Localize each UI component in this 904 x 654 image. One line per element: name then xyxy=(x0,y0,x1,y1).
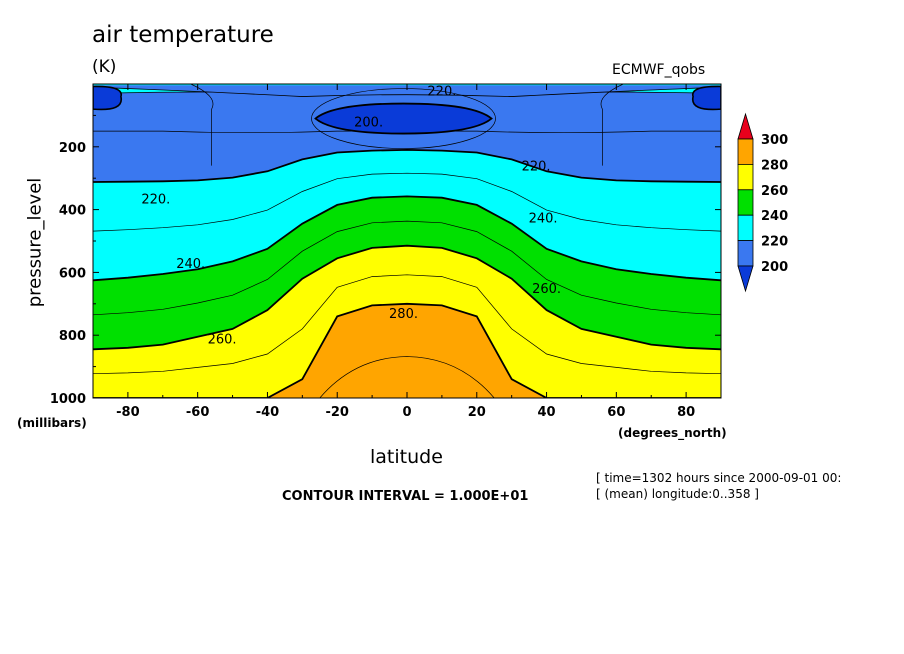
contour-line-minor xyxy=(311,88,496,149)
colorbar-segment xyxy=(737,163,754,191)
y-axis-units: (millibars) xyxy=(17,416,87,430)
longitude-metadata: [ (mean) longitude:0..358 ] xyxy=(596,487,759,501)
cold-cell-north xyxy=(691,85,721,111)
contour-line-240 xyxy=(93,195,721,282)
contour-line-minor xyxy=(93,274,721,375)
contour-label: 260. xyxy=(208,332,237,347)
colorbar-segment xyxy=(737,214,754,241)
y-tick-label: 1000 xyxy=(50,392,86,407)
chart-units: (K) xyxy=(92,57,117,77)
contour-label: 220. xyxy=(141,193,170,208)
colorbar-label: 260 xyxy=(761,184,788,199)
cold-cell-tropical xyxy=(314,102,493,135)
x-tick-label: -80 xyxy=(116,405,140,420)
contour-line-220 xyxy=(93,148,721,183)
contour-line-minor xyxy=(190,84,214,166)
data-source-label: ECMWF_qobs xyxy=(612,62,706,78)
axes: -80 -60 -40 -20 0 20 40 60 80 200 400 600 800 1000 xyxy=(50,83,722,420)
colorbar-segment xyxy=(737,138,754,165)
contour-label: 220. xyxy=(427,84,456,99)
colorbar: 300 280 260 240 220 200 xyxy=(737,112,788,293)
colorbar-max-arrow xyxy=(737,112,754,140)
band-280 xyxy=(93,303,721,398)
x-tick-label: -40 xyxy=(256,405,280,420)
contour-label: 260. xyxy=(532,282,561,297)
x-axis-units: (degrees_north) xyxy=(618,426,727,440)
contour-line-minor xyxy=(93,220,721,316)
cold-cell-south xyxy=(93,85,123,111)
x-tick-label: 20 xyxy=(468,405,486,420)
y-tick-label: 400 xyxy=(59,204,86,219)
colorbar-label: 200 xyxy=(761,260,788,275)
time-metadata: [ time=1302 hours since 2000-09-01 00: xyxy=(596,471,842,485)
colorbar-label: 300 xyxy=(761,133,788,148)
contour-label: 280. xyxy=(389,307,418,322)
plot-area xyxy=(93,84,721,398)
contour-overlays: 220. 200. 220. 220. 240. 240. 260. 280. 260. xyxy=(141,84,561,347)
x-tick-label: 80 xyxy=(677,405,695,420)
x-tick-label: -60 xyxy=(186,405,210,420)
colorbar-segment xyxy=(737,189,754,216)
colorbar-segment xyxy=(737,240,754,267)
contour-line-minor xyxy=(319,356,495,398)
contour-line-minor xyxy=(600,84,624,166)
contour-label: 200. xyxy=(354,116,383,131)
y-tick-label: 200 xyxy=(59,141,86,156)
contour-line-280 xyxy=(93,302,721,398)
chart-title: air temperature xyxy=(92,22,274,48)
contour-label: 240. xyxy=(529,211,558,226)
contour-interval-note: CONTOUR INTERVAL = 1.000E+01 xyxy=(282,489,529,504)
x-axis-label: latitude xyxy=(370,446,443,468)
contour-label: 220. xyxy=(522,160,551,175)
colorbar-min-arrow xyxy=(737,265,754,293)
x-tick-label: 40 xyxy=(538,405,556,420)
y-tick-label: 600 xyxy=(59,266,86,281)
band-top-blue xyxy=(93,84,721,97)
x-tick-label: 0 xyxy=(402,405,411,420)
contour-line-minor xyxy=(93,172,721,232)
contour-label: 240. xyxy=(176,257,205,272)
y-tick-label: 800 xyxy=(59,329,86,344)
contour-line-260 xyxy=(93,244,721,351)
x-tick-label: -20 xyxy=(325,405,349,420)
x-tick-label: 60 xyxy=(607,405,625,420)
colorbar-label: 280 xyxy=(761,158,788,173)
colorbar-label: 220 xyxy=(761,235,788,250)
colorbar-label: 240 xyxy=(761,209,788,224)
